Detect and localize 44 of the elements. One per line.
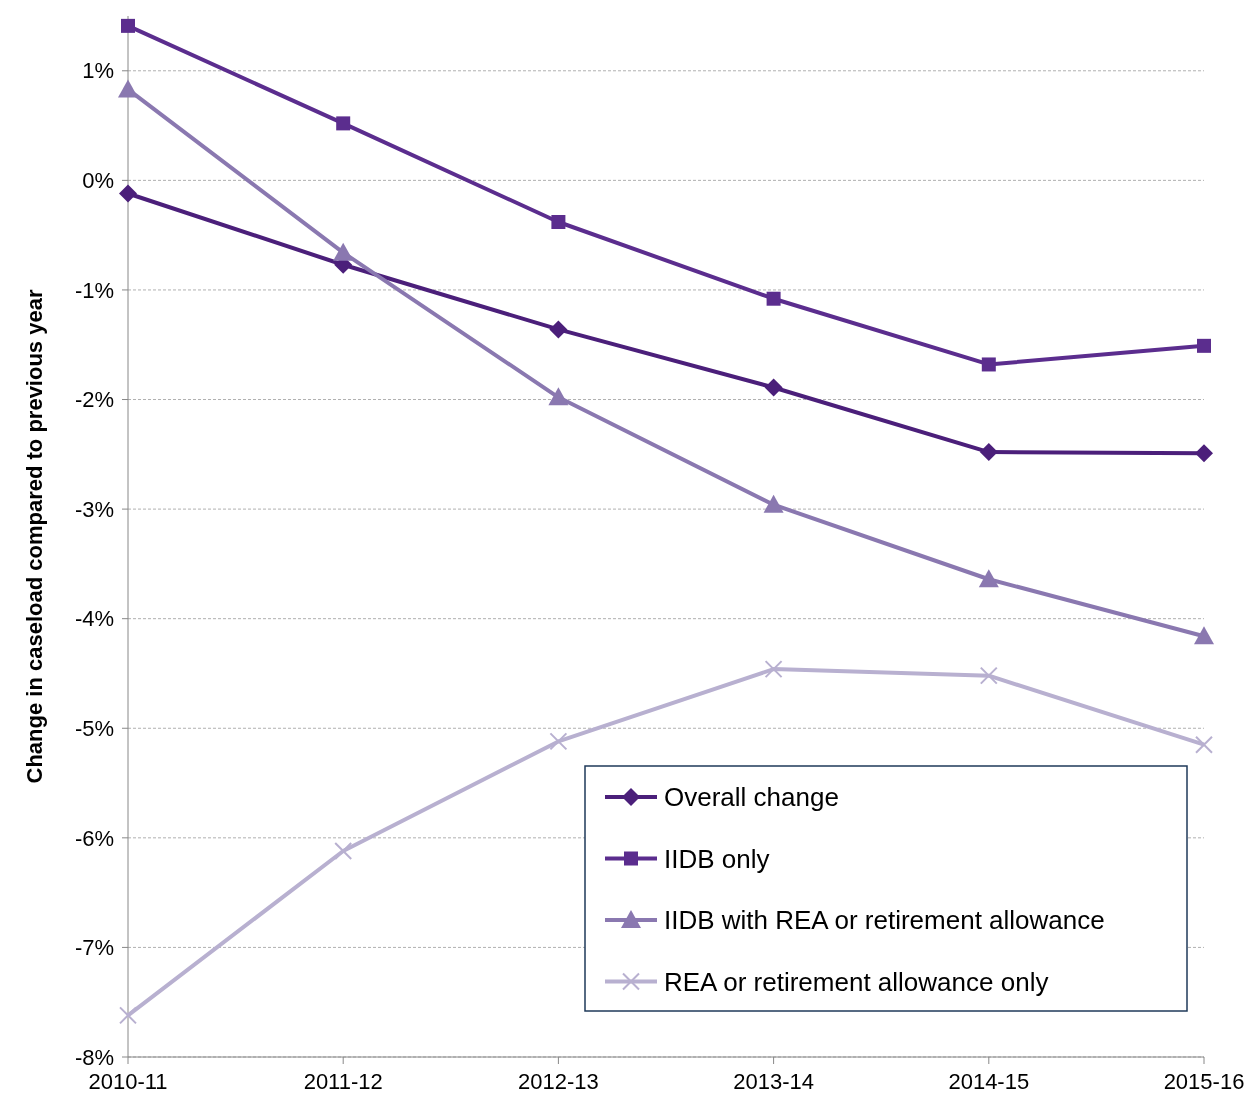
y-tick-label: -1% xyxy=(74,277,114,303)
x-tick-label: 2011-12 xyxy=(303,1069,383,1094)
x-tick-label: 2010-11 xyxy=(88,1069,168,1094)
x-tick-label: 2012-13 xyxy=(518,1069,599,1094)
point xyxy=(764,660,783,679)
point xyxy=(766,291,781,306)
point xyxy=(551,215,566,230)
legend-label: Overall change xyxy=(664,782,839,813)
x-tick-label: 2015-16 xyxy=(1163,1069,1245,1094)
point xyxy=(336,116,351,131)
point xyxy=(1194,626,1214,645)
point xyxy=(119,184,137,203)
legend-label: IIDB only xyxy=(664,843,770,874)
point xyxy=(549,732,568,751)
x-tick-label: 2014-15 xyxy=(948,1069,1030,1094)
point xyxy=(1197,338,1211,353)
x-tick-label: 2013-14 xyxy=(733,1069,814,1094)
point xyxy=(119,1006,137,1025)
y-tick-label: -6% xyxy=(74,825,114,851)
legend-label: IIDB with REA or retirement allowance xyxy=(664,905,1105,936)
point xyxy=(548,387,569,406)
point xyxy=(981,357,996,372)
point xyxy=(334,841,353,860)
point xyxy=(979,443,998,462)
y-tick-label: -2% xyxy=(74,387,114,413)
legend-label: REA or retirement allowance only xyxy=(664,966,1049,997)
y-tick-label: 0% xyxy=(82,168,114,194)
y-tick-label: -4% xyxy=(74,606,114,632)
y-tick-label: 1% xyxy=(82,58,114,84)
point xyxy=(763,494,784,513)
point xyxy=(978,569,999,588)
point xyxy=(549,320,568,339)
point xyxy=(1195,444,1213,463)
point xyxy=(118,79,138,98)
y-tick-label: -3% xyxy=(74,496,114,522)
point xyxy=(333,242,354,261)
y-tick-label: -8% xyxy=(74,1044,114,1070)
point xyxy=(979,666,998,685)
point xyxy=(764,378,783,397)
y-tick-label: -7% xyxy=(74,935,114,961)
y-tick-label: -5% xyxy=(74,715,114,741)
y-axis-title: Change in caseload compared to previous year xyxy=(22,289,47,784)
point xyxy=(1195,735,1213,754)
point xyxy=(121,18,135,33)
